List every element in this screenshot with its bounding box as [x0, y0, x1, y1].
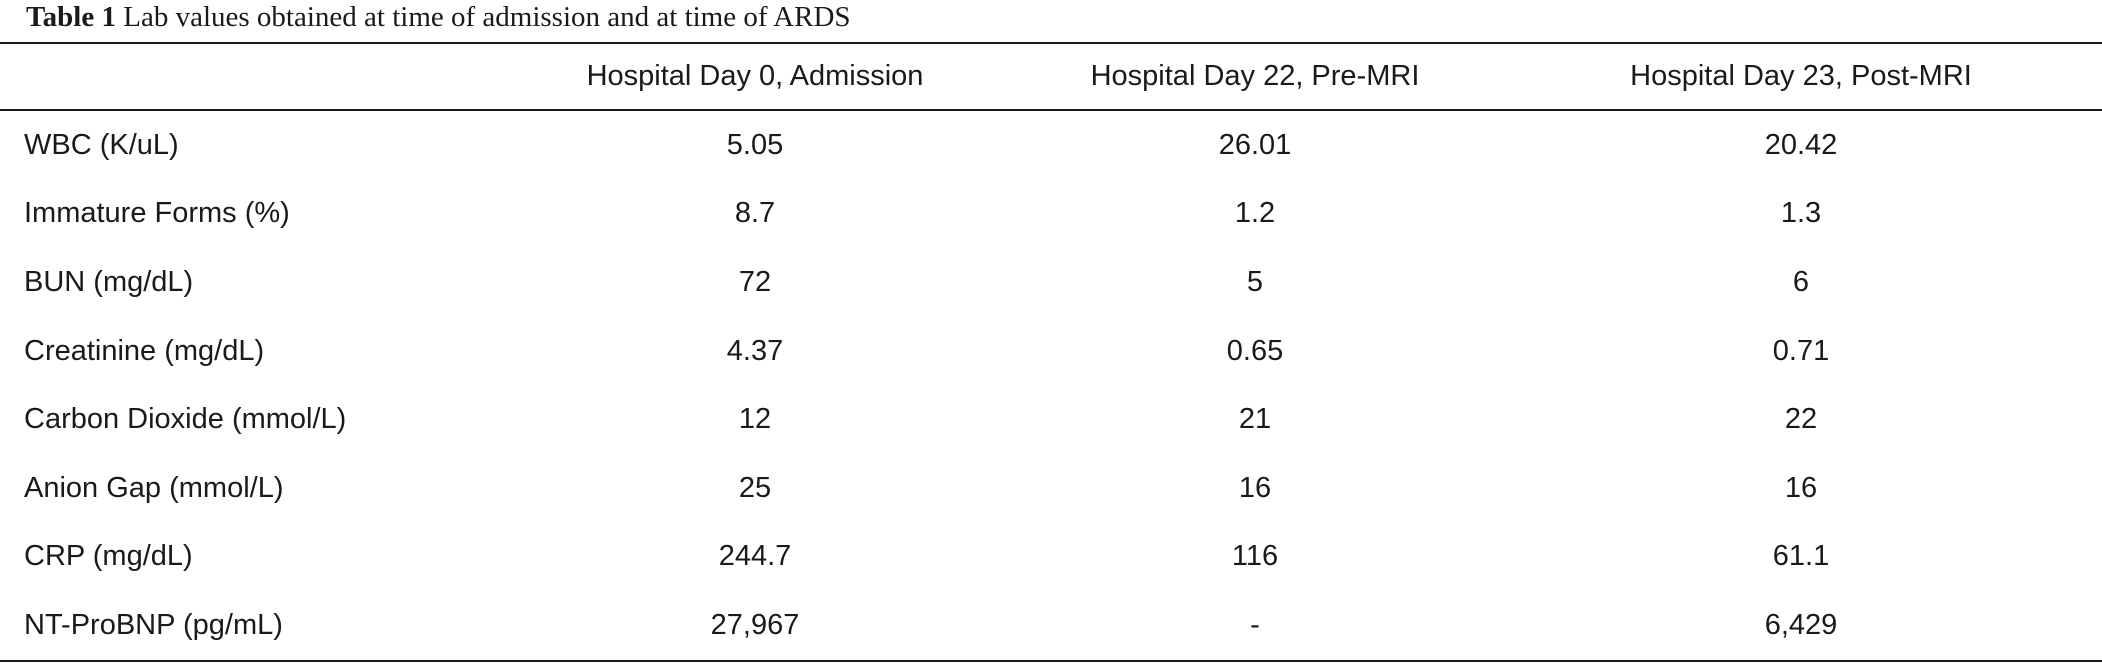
header-cell-day-22: Hospital Day 22, Pre-MRI	[1090, 60, 1420, 92]
table-row: BUN (mg/dL) 72 5 6	[0, 248, 2102, 317]
lab-values-table: Hospital Day 0, Admission Hospital Day 2…	[0, 44, 2102, 660]
cell-value: 5.05	[726, 128, 784, 161]
table-body: WBC (K/uL) 5.05 26.01 20.42 Immature For…	[0, 109, 2102, 660]
header-cell-day-0: Hospital Day 0, Admission	[586, 60, 924, 92]
cell-value: 6,429	[1764, 608, 1838, 641]
cell-value: 20.42	[1764, 128, 1838, 161]
row-label: WBC (K/uL)	[24, 128, 179, 161]
table-header: Hospital Day 0, Admission Hospital Day 2…	[0, 44, 2102, 109]
row-label: Carbon Dioxide (mmol/L)	[24, 403, 347, 436]
cell-value: 12	[738, 403, 772, 436]
table-row: NT-ProBNP (pg/mL) 27,967 - 6,429	[0, 591, 2102, 660]
table-header-rule	[0, 109, 2102, 111]
table-row: Immature Forms (%) 8.7 1.2 1.3	[0, 180, 2102, 249]
table-row: Anion Gap (mmol/L) 25 16 16	[0, 454, 2102, 523]
row-label: Immature Forms (%)	[24, 197, 290, 230]
cell-value: 8.7	[734, 197, 776, 230]
cell-value: 4.37	[726, 334, 784, 367]
table-row: CRP (mg/dL) 244.7 116 61.1	[0, 523, 2102, 592]
table-row: Carbon Dioxide (mmol/L) 12 21 22	[0, 385, 2102, 454]
cell-value: 61.1	[1772, 540, 1830, 573]
cell-value: 0.71	[1772, 334, 1830, 367]
cell-value: 27,967	[710, 608, 800, 641]
cell-value: 1.3	[1780, 197, 1822, 230]
cell-value: 1.2	[1234, 197, 1276, 230]
cell-value: 5	[1246, 265, 1264, 298]
cell-value: 21	[1238, 403, 1272, 436]
cell-value: 0.65	[1226, 334, 1284, 367]
cell-value: 6	[1792, 265, 1810, 298]
cell-value: -	[1250, 608, 1260, 641]
cell-value: 116	[1231, 540, 1279, 573]
row-label: NT-ProBNP (pg/mL)	[24, 608, 283, 641]
cell-value: 22	[1784, 403, 1818, 436]
table-caption: Table 1 Lab values obtained at time of a…	[26, 0, 851, 40]
table-row: Creatinine (mg/dL) 4.37 0.65 0.71	[0, 317, 2102, 386]
cell-value: 244.7	[718, 540, 792, 573]
table-caption-label: Table 1	[26, 1, 116, 33]
row-label: Anion Gap (mmol/L)	[24, 471, 284, 504]
header-cell-day-23: Hospital Day 23, Post-MRI	[1630, 60, 1972, 92]
table-caption-text: Lab values obtained at time of admission…	[123, 1, 851, 33]
table-header-row: Hospital Day 0, Admission Hospital Day 2…	[0, 44, 2102, 109]
cell-value: 26.01	[1218, 128, 1292, 161]
cell-value: 16	[1238, 471, 1272, 504]
row-label: CRP (mg/dL)	[24, 540, 193, 573]
row-label: Creatinine (mg/dL)	[24, 334, 265, 367]
cell-value: 16	[1784, 471, 1818, 504]
header-cell-parameter	[0, 44, 500, 109]
cell-value: 72	[738, 265, 772, 298]
cell-value: 25	[738, 471, 772, 504]
table-bottom-rule	[0, 660, 2102, 662]
row-label: BUN (mg/dL)	[24, 265, 194, 298]
table-top-rule	[0, 42, 2102, 44]
table-row: WBC (K/uL) 5.05 26.01 20.42	[0, 109, 2102, 180]
